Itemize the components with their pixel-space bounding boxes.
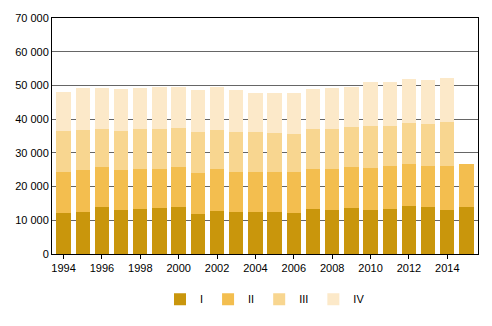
svg-text:1998: 1998 (128, 262, 152, 274)
svg-text:10 000: 10 000 (15, 214, 49, 226)
svg-text:1994: 1994 (51, 262, 75, 274)
svg-text:70 000: 70 000 (15, 12, 49, 24)
svg-text:III: III (299, 293, 308, 305)
svg-text:2002: 2002 (205, 262, 229, 274)
svg-text:50 000: 50 000 (15, 79, 49, 91)
svg-text:0: 0 (43, 248, 49, 260)
svg-text:20 000: 20 000 (15, 180, 49, 192)
svg-text:2014: 2014 (435, 262, 459, 274)
svg-text:1996: 1996 (90, 262, 114, 274)
svg-text:2012: 2012 (397, 262, 421, 274)
svg-text:60 000: 60 000 (15, 46, 49, 58)
svg-text:IV: IV (353, 293, 364, 305)
svg-text:40 000: 40 000 (15, 113, 49, 125)
svg-text:2004: 2004 (243, 262, 267, 274)
svg-text:2010: 2010 (358, 262, 382, 274)
svg-text:2000: 2000 (166, 262, 190, 274)
svg-text:2008: 2008 (320, 262, 344, 274)
svg-text:2006: 2006 (282, 262, 306, 274)
svg-text:I: I (200, 293, 203, 305)
svg-text:30 000: 30 000 (15, 147, 49, 159)
svg-text:II: II (248, 293, 254, 305)
